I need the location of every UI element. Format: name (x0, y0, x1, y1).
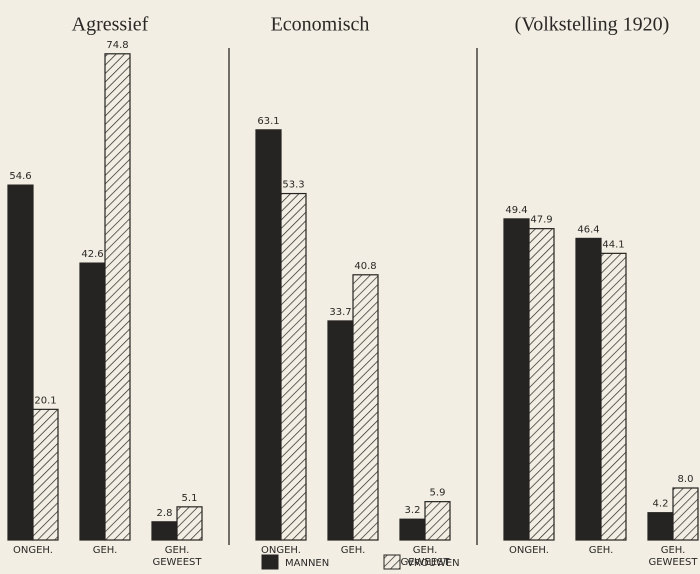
x-tick-label: GEH. (165, 545, 190, 556)
x-tick-label: ONGEH. (509, 545, 549, 556)
x-tick-label: GEH. (413, 545, 438, 556)
panel-title: Agressief (72, 14, 149, 36)
legend-label: VROUWEN (407, 558, 460, 569)
value-label: 44.1 (602, 239, 624, 250)
bar (647, 512, 674, 541)
x-tick-label: ONGEH. (13, 545, 53, 556)
bar (399, 518, 426, 541)
x-tick-label: GEH. (589, 545, 614, 556)
x-tick-label: GEH. (341, 545, 366, 556)
bar (528, 228, 555, 541)
legend-swatch (383, 554, 401, 570)
value-label: 63.1 (257, 116, 279, 127)
value-label: 8.0 (678, 474, 694, 485)
value-label: 49.4 (505, 205, 527, 216)
bar (424, 501, 451, 541)
bar (575, 237, 602, 541)
panel-title: (Volkstelling 1920) (515, 14, 670, 36)
value-label: 4.2 (653, 499, 669, 510)
value-label: 20.1 (34, 395, 56, 406)
bar (672, 487, 699, 541)
value-label: 33.7 (329, 307, 351, 318)
bar (104, 53, 131, 541)
value-label: 40.8 (354, 261, 376, 272)
bar (255, 129, 282, 541)
value-label: 54.6 (9, 171, 31, 182)
bar (503, 218, 530, 541)
value-label: 3.2 (405, 505, 421, 516)
bar (280, 192, 307, 541)
legend-swatch (261, 554, 279, 570)
bar (176, 506, 203, 541)
bar (600, 252, 627, 541)
x-tick-label: GEWEEST (152, 557, 202, 568)
x-tick-label: GEH. (93, 545, 118, 556)
value-label: 2.8 (157, 508, 173, 519)
bar (151, 521, 178, 541)
x-tick-label: GEWEEST (400, 557, 450, 568)
legend-label: MANNEN (285, 558, 329, 569)
bar (79, 262, 106, 541)
value-label: 46.4 (577, 224, 599, 235)
value-label: 74.8 (106, 40, 128, 51)
value-label: 53.3 (282, 180, 304, 191)
bar (7, 184, 34, 541)
x-tick-label: GEH. (661, 545, 686, 556)
value-label: 5.1 (182, 493, 198, 504)
panel-title: Economisch (271, 14, 370, 36)
bar (352, 274, 379, 541)
x-tick-label: GEWEEST (648, 557, 698, 568)
x-tick-label: ONGEH. (261, 545, 301, 556)
value-label: 42.6 (81, 249, 103, 260)
value-label: 5.9 (430, 488, 446, 499)
value-label: 47.9 (530, 215, 552, 226)
bar (327, 320, 354, 541)
bar (32, 408, 59, 541)
